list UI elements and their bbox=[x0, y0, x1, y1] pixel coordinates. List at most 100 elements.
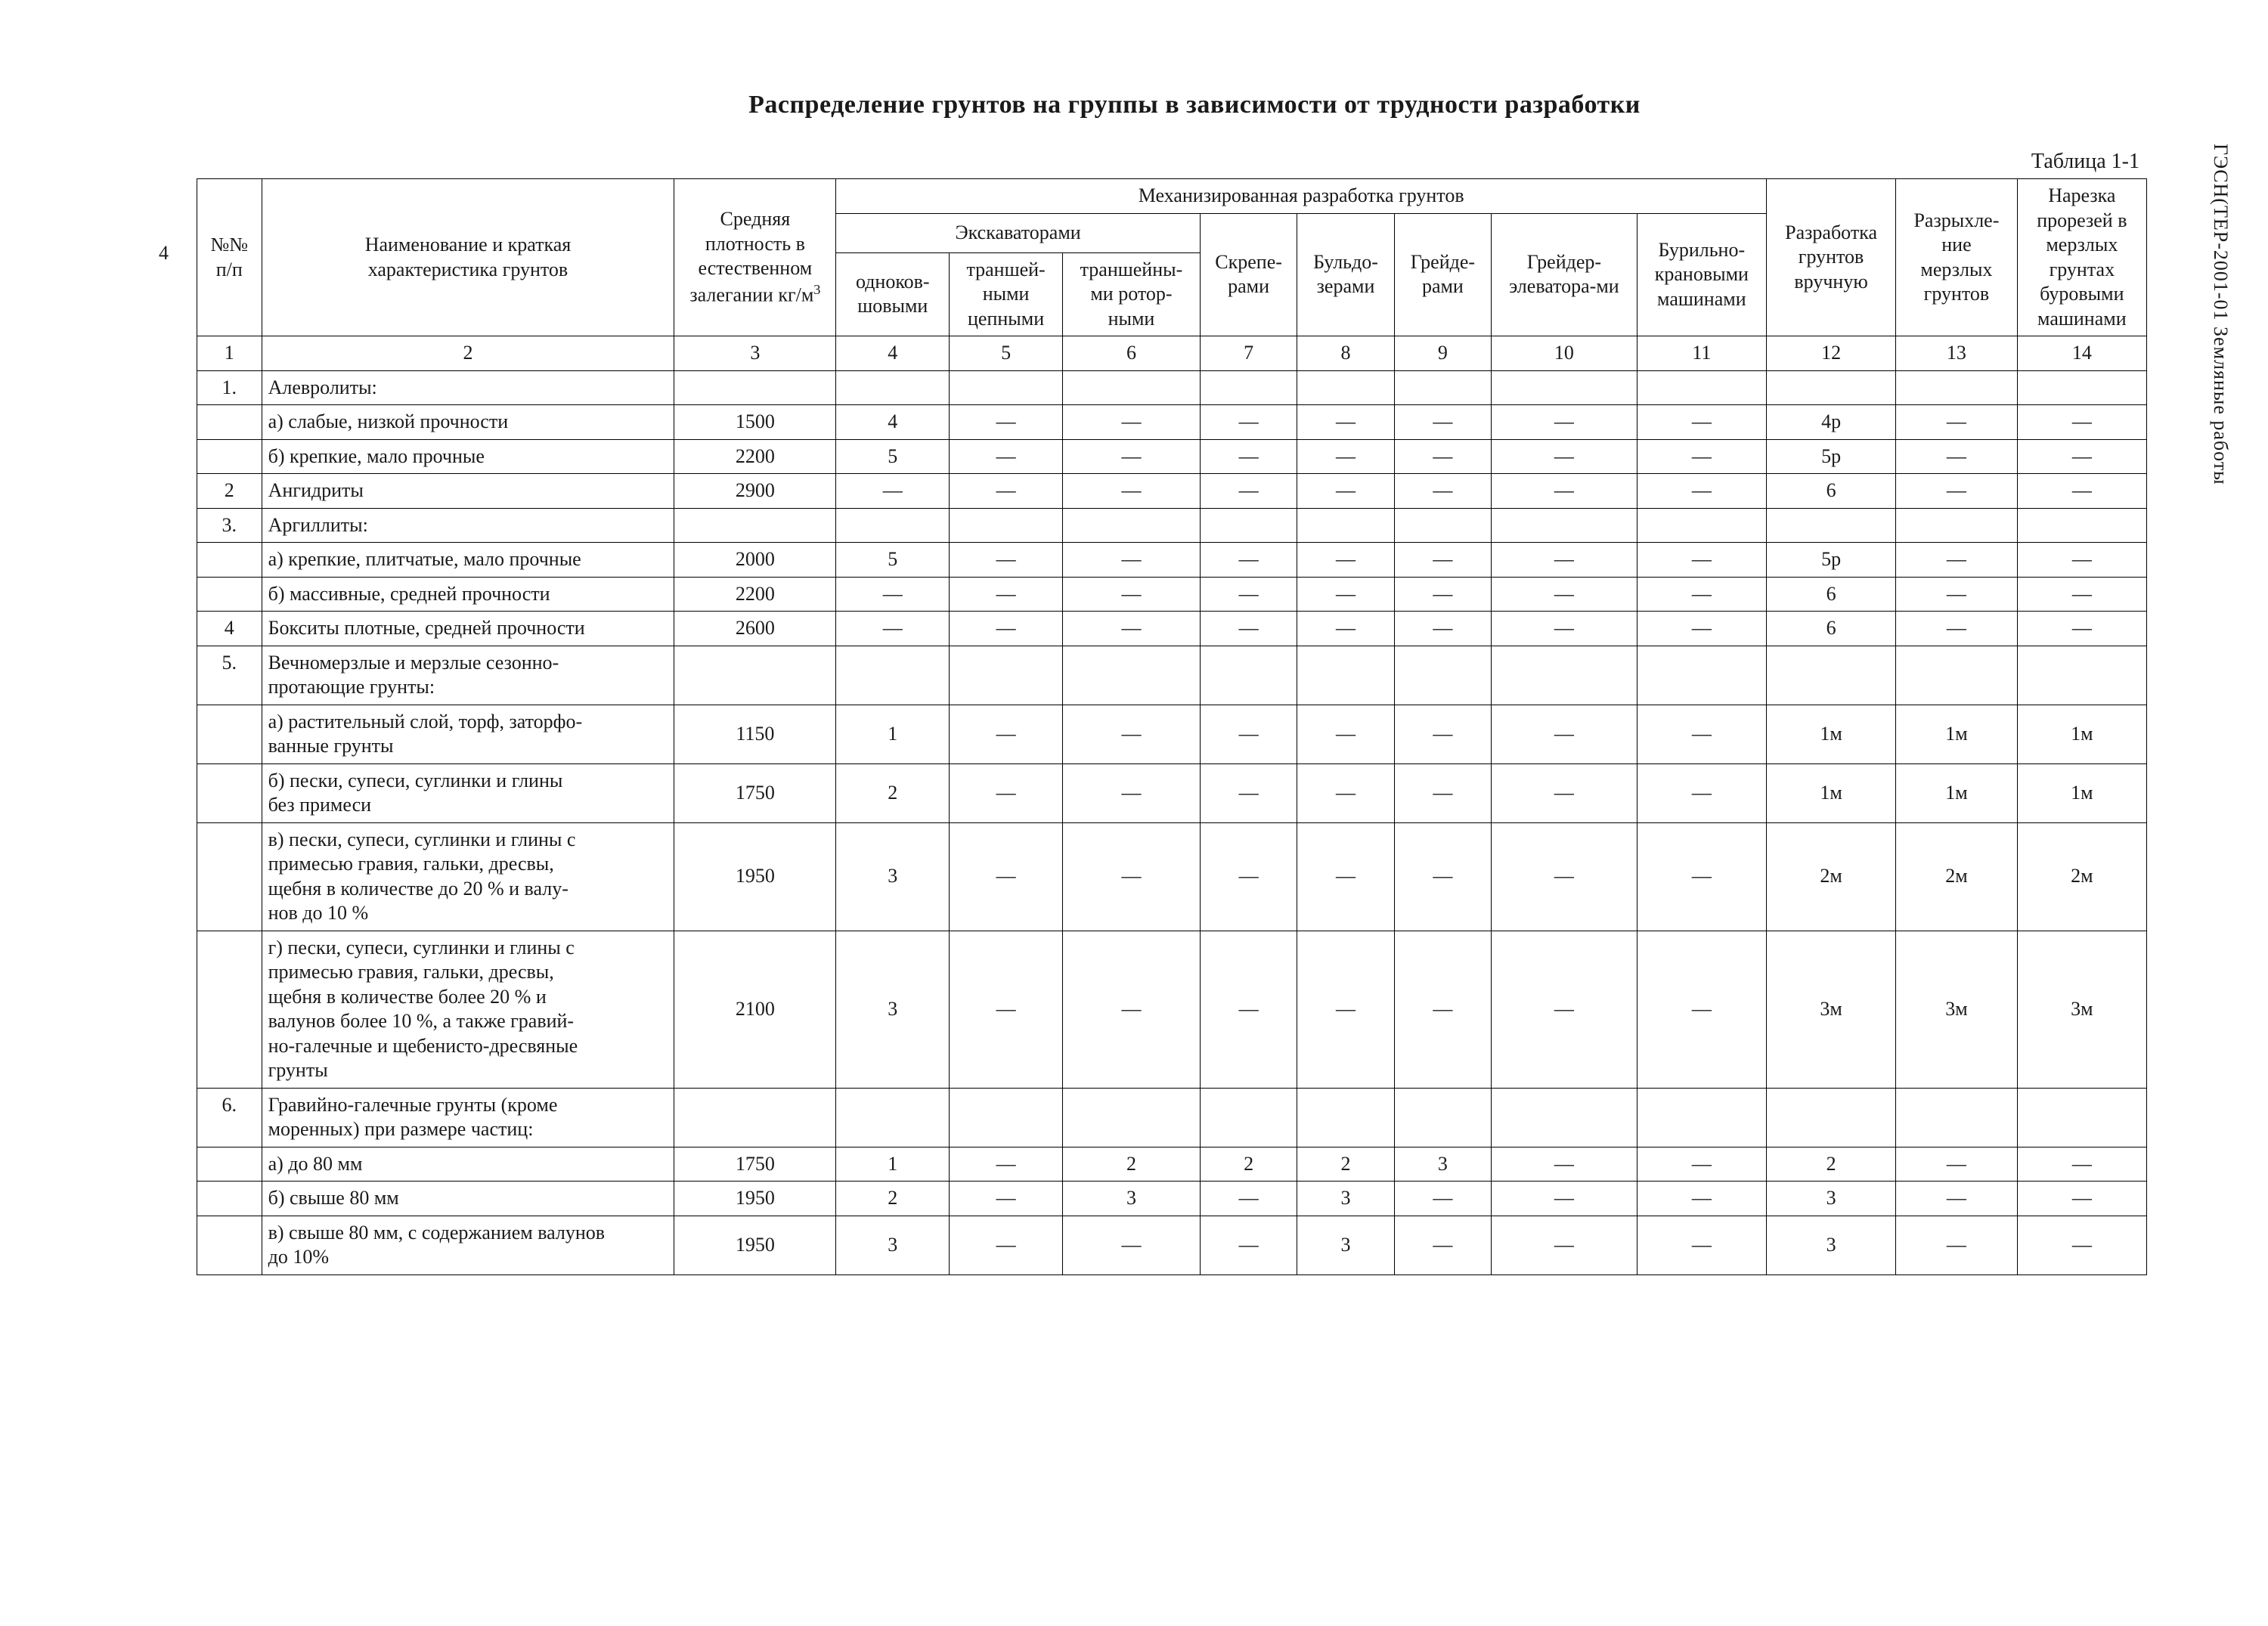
cell: — bbox=[1062, 705, 1200, 763]
column-number: 8 bbox=[1297, 336, 1394, 371]
row-number: 1. bbox=[197, 370, 262, 405]
cell: 2900 bbox=[674, 474, 836, 509]
cell: — bbox=[1896, 612, 2018, 646]
cell: 1950 bbox=[674, 1216, 836, 1274]
cell: — bbox=[1394, 543, 1491, 578]
column-number: 2 bbox=[262, 336, 674, 371]
cell bbox=[1200, 370, 1297, 405]
head-col-2: Наименование и краткаяхарактеристика гру… bbox=[262, 179, 674, 336]
cell: 3м bbox=[2017, 931, 2146, 1088]
cell bbox=[1896, 370, 2018, 405]
table-row: 3.Аргиллиты: bbox=[197, 508, 2147, 543]
cell: — bbox=[1896, 474, 2018, 509]
cell: — bbox=[2017, 1182, 2146, 1216]
cell bbox=[1062, 646, 1200, 705]
cell: — bbox=[1896, 1216, 2018, 1274]
cell bbox=[836, 370, 950, 405]
table-row: а) крепкие, плитчатые, мало прочные20005… bbox=[197, 543, 2147, 578]
cell: — bbox=[1492, 931, 1637, 1088]
row-number bbox=[197, 543, 262, 578]
cell: — bbox=[1297, 822, 1394, 931]
cell bbox=[1492, 1088, 1637, 1147]
cell: 3 bbox=[1766, 1216, 1895, 1274]
cell: 5 bbox=[836, 439, 950, 474]
cell: — bbox=[1637, 763, 1766, 822]
column-number: 6 bbox=[1062, 336, 1200, 371]
cell: — bbox=[1297, 612, 1394, 646]
cell bbox=[1062, 370, 1200, 405]
cell bbox=[1637, 646, 1766, 705]
cell: 2 bbox=[1297, 1147, 1394, 1182]
cell: — bbox=[1200, 474, 1297, 509]
column-number: 7 bbox=[1200, 336, 1297, 371]
cell: — bbox=[1637, 543, 1766, 578]
head-col-5: траншей-нымицепными bbox=[950, 252, 1063, 336]
cell bbox=[1766, 370, 1895, 405]
cell: — bbox=[950, 405, 1063, 440]
head-col-10: Грейдер-элеватора-ми bbox=[1492, 213, 1637, 336]
cell: 5 bbox=[836, 543, 950, 578]
cell: — bbox=[950, 1216, 1063, 1274]
cell: 1750 bbox=[674, 763, 836, 822]
cell: 3 bbox=[1297, 1216, 1394, 1274]
head-col-4: одноков-шовыми bbox=[836, 252, 950, 336]
column-number: 12 bbox=[1766, 336, 1895, 371]
cell: — bbox=[1200, 439, 1297, 474]
cell: — bbox=[1297, 705, 1394, 763]
cell: 3 bbox=[1394, 1147, 1491, 1182]
cell: — bbox=[1297, 577, 1394, 612]
cell: — bbox=[1492, 577, 1637, 612]
c3-l2: плотность в bbox=[705, 233, 805, 255]
cell: — bbox=[1492, 405, 1637, 440]
cell: — bbox=[950, 1147, 1063, 1182]
cell bbox=[1297, 370, 1394, 405]
cell: — bbox=[1394, 612, 1491, 646]
row-name: Ангидриты bbox=[262, 474, 674, 509]
table-row: б) свыше 80 мм19502—3—3———3—— bbox=[197, 1182, 2147, 1216]
cell bbox=[1297, 646, 1394, 705]
cell: 2 bbox=[1200, 1147, 1297, 1182]
c3-l3: естественном bbox=[699, 257, 813, 279]
cell bbox=[1766, 508, 1895, 543]
table-row: 1.Алевролиты: bbox=[197, 370, 2147, 405]
cell: 1750 bbox=[674, 1147, 836, 1182]
cell: — bbox=[2017, 612, 2146, 646]
cell: 2200 bbox=[674, 577, 836, 612]
cell: 1м bbox=[1896, 705, 2018, 763]
cell bbox=[674, 646, 836, 705]
column-number: 13 bbox=[1896, 336, 2018, 371]
cell: — bbox=[950, 822, 1063, 931]
cell: 2 bbox=[836, 1182, 950, 1216]
row-number bbox=[197, 1147, 262, 1182]
row-name: а) растительный слой, торф, заторфо-ванн… bbox=[262, 705, 674, 763]
cell bbox=[1766, 1088, 1895, 1147]
cell: — bbox=[1492, 612, 1637, 646]
table-row: а) слабые, низкой прочности15004———————4… bbox=[197, 405, 2147, 440]
cell: — bbox=[1200, 405, 1297, 440]
cell bbox=[1492, 646, 1637, 705]
cell: — bbox=[1200, 543, 1297, 578]
cell: — bbox=[1896, 1182, 2018, 1216]
cell bbox=[674, 508, 836, 543]
cell: 3 bbox=[1297, 1182, 1394, 1216]
cell: — bbox=[1896, 1147, 2018, 1182]
row-name: в) свыше 80 мм, с содержанием валуновдо … bbox=[262, 1216, 674, 1274]
cell bbox=[1637, 1088, 1766, 1147]
cell: — bbox=[836, 612, 950, 646]
cell: — bbox=[1637, 1147, 1766, 1182]
cell: 1м bbox=[2017, 763, 2146, 822]
cell: — bbox=[1492, 705, 1637, 763]
row-number bbox=[197, 822, 262, 931]
table-row: в) пески, супеси, суглинки и глины сприм… bbox=[197, 822, 2147, 931]
cell: 2м bbox=[2017, 822, 2146, 931]
cell: — bbox=[950, 543, 1063, 578]
cell: — bbox=[1062, 439, 1200, 474]
cell: — bbox=[1394, 763, 1491, 822]
cell: 2 bbox=[836, 763, 950, 822]
cell: — bbox=[1394, 577, 1491, 612]
row-number bbox=[197, 577, 262, 612]
cell bbox=[836, 508, 950, 543]
cell: — bbox=[1297, 439, 1394, 474]
page-title: Распределение грунтов на группы в зависи… bbox=[197, 91, 2192, 119]
table-row: г) пески, супеси, суглинки и глины сприм… bbox=[197, 931, 2147, 1088]
